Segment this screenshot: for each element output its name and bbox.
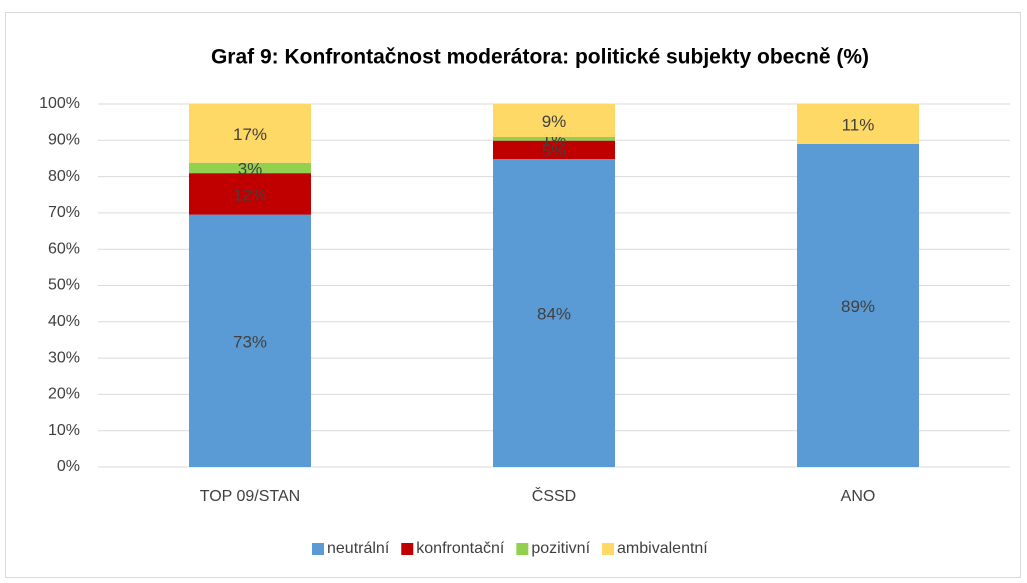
y-tick-label: 90%	[48, 132, 80, 149]
data-label: 3%	[238, 159, 263, 178]
legend-swatch	[602, 543, 615, 555]
y-tick-label: 100%	[39, 95, 80, 112]
data-label: 5%	[542, 141, 567, 160]
y-tick-label: 0%	[57, 458, 80, 475]
bar-segment	[493, 140, 615, 159]
legend-label: pozitivní	[531, 540, 590, 557]
y-tick-label: 10%	[48, 422, 80, 439]
y-tick-label: 60%	[48, 240, 80, 257]
data-label: 11%	[842, 115, 875, 134]
y-tick-label: 50%	[48, 277, 80, 294]
data-label: 9%	[542, 112, 567, 131]
y-tick-label: 80%	[48, 168, 80, 185]
y-tick-label: 70%	[48, 204, 80, 221]
bar-segment	[189, 104, 311, 163]
legend-label: ambivalentní	[617, 540, 708, 557]
bar-segment	[493, 104, 615, 137]
bar-segment	[797, 104, 919, 144]
x-tick-label: ANO	[841, 488, 876, 505]
bar-segment	[493, 159, 615, 467]
legend-label: neutrální	[327, 540, 390, 557]
legend-swatch	[516, 543, 529, 555]
data-label: 73%	[233, 332, 267, 351]
y-tick-label: 30%	[48, 349, 80, 366]
legend-swatch	[312, 543, 324, 555]
legend-swatch	[401, 543, 414, 555]
data-label: 89%	[841, 297, 875, 316]
bar-segment	[797, 143, 919, 467]
data-label: 12%	[233, 185, 267, 204]
bar-segment	[189, 173, 311, 215]
y-tick-label: 40%	[48, 313, 80, 330]
data-label: 84%	[537, 304, 571, 323]
x-tick-label: TOP 09/STAN	[200, 488, 300, 505]
bar-segment	[189, 214, 311, 467]
chart-title: Graf 9: Konfrontačnost moderátora: polit…	[211, 46, 869, 69]
bar-segment	[189, 162, 311, 174]
x-tick-label: ČSSD	[532, 486, 576, 505]
data-label: 17%	[233, 125, 267, 144]
legend-label: konfrontační	[416, 540, 505, 557]
y-tick-label: 20%	[48, 386, 80, 403]
bar-segment	[493, 137, 615, 141]
